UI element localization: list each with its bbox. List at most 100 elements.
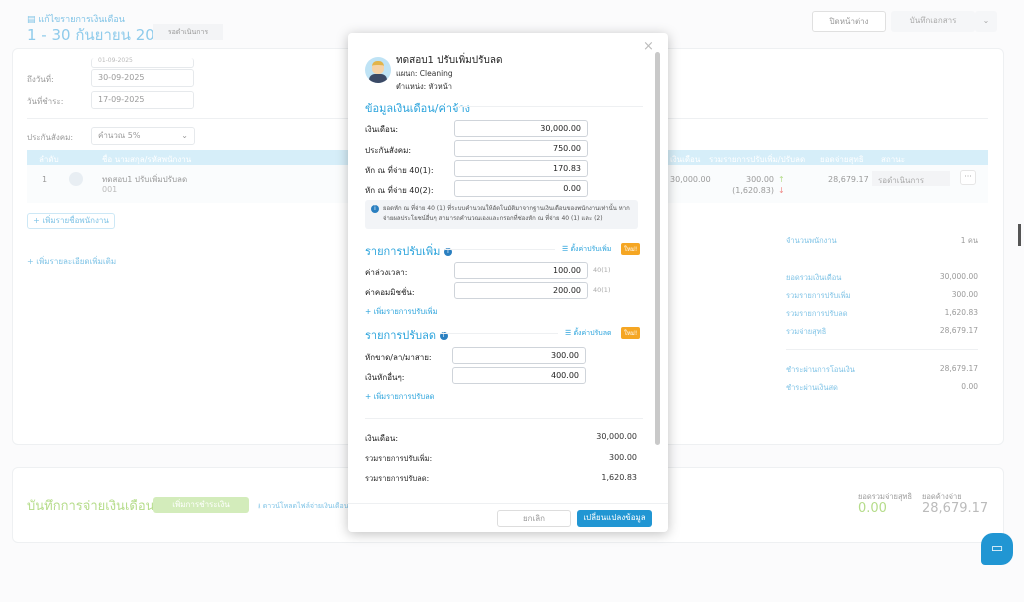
other-deduction-input[interactable]: 400.00 bbox=[452, 367, 586, 384]
row-number: 1 bbox=[42, 175, 48, 184]
divider bbox=[440, 333, 558, 334]
save-document-button[interactable]: บันทึกเอกสาร bbox=[891, 11, 975, 32]
close-icon[interactable]: × bbox=[643, 39, 654, 54]
save-dropdown-chevron-icon[interactable]: ⌄ bbox=[975, 11, 997, 32]
avatar bbox=[69, 172, 83, 186]
link-text: ตั้งค่าปรับเพิ่ม bbox=[570, 245, 612, 253]
cancel-button[interactable]: ยกเลิก bbox=[497, 510, 571, 527]
social-security-select[interactable]: คำนวณ 5% ⌄ bbox=[91, 127, 195, 145]
due-value: 28,679.17 bbox=[922, 501, 989, 516]
col-header: ลำดับ bbox=[39, 155, 59, 164]
overtime-input[interactable]: 100.00 bbox=[454, 262, 588, 279]
total-label: เงินเดือน: bbox=[365, 434, 399, 443]
divider bbox=[786, 349, 978, 350]
social-security-input[interactable]: 750.00 bbox=[454, 140, 588, 157]
salary-section-title: ข้อมูลเงินเดือน/ค่าจ้าง bbox=[365, 102, 471, 115]
footer-divider bbox=[348, 503, 668, 504]
section-text: รายการปรับลด bbox=[365, 329, 437, 342]
subtitle-text: แก้ไขรายการเงินเดือน bbox=[38, 15, 125, 25]
absence-deduction-input[interactable]: 300.00 bbox=[452, 347, 586, 364]
select-value: คำนวณ 5% bbox=[98, 131, 141, 140]
submit-button[interactable]: เปลี่ยนแปลงข้อมูล bbox=[577, 510, 652, 527]
modal-scrollbar[interactable] bbox=[655, 52, 660, 445]
info-icon: i bbox=[371, 205, 379, 213]
page-title: 1 - 30 กันยายน 2025 bbox=[27, 26, 174, 44]
add-deduction-link[interactable]: + เพิ่มรายการปรับลด bbox=[365, 392, 435, 401]
social-security-label: ประกันสังคม: bbox=[27, 133, 74, 142]
net-total-value: 0.00 bbox=[858, 501, 887, 516]
field-label: ค่าคอมมิชชั่น: bbox=[365, 288, 415, 297]
info-icon[interactable]: i bbox=[443, 248, 452, 256]
add-section-title: รายการปรับเพิ่ม i bbox=[365, 242, 452, 260]
summary-value: 28,679.17 bbox=[939, 326, 978, 335]
summary-label: รวมจ่ายสุทธิ bbox=[786, 327, 827, 336]
edit-salary-modal: × ทดสอบ1 ปรับเพิ่มปรับลด แผนก: Cleaning … bbox=[348, 33, 668, 532]
page-scrollbar[interactable] bbox=[1018, 224, 1021, 246]
field-label: หักขาด/ลา/มาสาย: bbox=[365, 353, 432, 362]
employee-name: ทดสอบ1 ปรับเพิ่มปรับลด bbox=[396, 55, 503, 66]
tax-tag: 40(1) bbox=[593, 286, 611, 294]
start-date-input[interactable]: 01-09-2025 bbox=[91, 58, 194, 68]
withholding-40-2-input[interactable]: 0.00 bbox=[454, 180, 588, 197]
pay-date-input[interactable]: 17-09-2025 bbox=[91, 91, 194, 109]
end-date-input[interactable]: 30-09-2025 bbox=[91, 69, 194, 87]
add-settings-link[interactable]: ☰ ตั้งค่าปรับเพิ่ม bbox=[562, 244, 611, 255]
net-cell: 28,679.17 bbox=[828, 175, 869, 184]
summary-value: 28,679.17 bbox=[939, 364, 978, 373]
field-label: เงินเดือน: bbox=[365, 125, 399, 134]
status-badge: รอดำเนินการ bbox=[153, 24, 223, 40]
due-label: ยอดค้างจ่าย bbox=[922, 492, 962, 501]
tax-tag: 40(1) bbox=[593, 266, 611, 274]
section-text: รายการปรับเพิ่ม bbox=[365, 245, 441, 258]
new-badge: ใหม่! bbox=[621, 243, 641, 255]
summary-label: ชำระผ่านเงินสด bbox=[786, 383, 838, 392]
more-options-icon[interactable]: ··· bbox=[960, 170, 976, 185]
payment-title: บันทึกการจ่ายเงินเดือน bbox=[27, 499, 155, 514]
add-employee-button[interactable]: + เพิ่มรายชื่อพนักงาน bbox=[27, 213, 115, 229]
total-value: 30,000.00 bbox=[596, 432, 637, 441]
department: แผนก: Cleaning bbox=[396, 69, 453, 78]
summary-value: 1,620.83 bbox=[944, 308, 978, 317]
total-label: รวมรายการปรับเพิ่ม: bbox=[365, 454, 433, 463]
summary-value: 30,000.00 bbox=[939, 272, 978, 281]
pay-date-label: วันที่ชำระ: bbox=[27, 97, 64, 106]
summary-label: รวมรายการปรับเพิ่ม bbox=[786, 291, 851, 300]
col-header: ยอดจ่ายสุทธิ bbox=[820, 155, 864, 164]
arrow-down-icon: ↓ bbox=[778, 186, 785, 195]
field-label: เงินหักอื่นๆ: bbox=[365, 373, 405, 382]
add-addition-link[interactable]: + เพิ่มรายการปรับเพิ่ม bbox=[365, 307, 438, 316]
new-badge: ใหม่! bbox=[621, 327, 641, 339]
field-label: หัก ณ ที่จ่าย 40(1): bbox=[365, 166, 434, 175]
divider bbox=[445, 249, 555, 250]
salary-input[interactable]: 30,000.00 bbox=[454, 120, 588, 137]
close-window-button[interactable]: ปิดหน้าต่าง bbox=[812, 11, 886, 32]
info-box: i ยอดหัก ณ ที่จ่าย 40 (1) ที่ระบบคำนวณให… bbox=[365, 200, 638, 229]
chat-icon[interactable]: ▭ bbox=[981, 533, 1013, 565]
arrow-up-icon: ↑ bbox=[778, 175, 785, 184]
info-text: ยอดหัก ณ ที่จ่าย 40 (1) ที่ระบบคำนวณให้อ… bbox=[383, 205, 630, 222]
add-payment-button[interactable]: เพิ่มการชำระเงิน bbox=[153, 497, 249, 513]
download-link[interactable]: ⭳ ดาวน์โหลดไฟล์จ่ายเงินเดือน bbox=[258, 502, 349, 510]
employee-count-label: จำนวนพนักงาน bbox=[786, 236, 837, 245]
row-status: รอดำเนินการ bbox=[872, 171, 950, 186]
deduct-section-title: รายการปรับลด i bbox=[365, 326, 448, 344]
commission-input[interactable]: 200.00 bbox=[454, 282, 588, 299]
link-text: ตั้งค่าปรับลด bbox=[573, 329, 612, 337]
deduct-settings-link[interactable]: ☰ ตั้งค่าปรับลด bbox=[565, 328, 612, 339]
summary-label: ยอดรวมเงินเดือน bbox=[786, 273, 842, 282]
divider bbox=[365, 418, 643, 419]
col-header: สถานะ bbox=[881, 155, 905, 164]
page-subtitle: ▤ แก้ไขรายการเงินเดือน bbox=[27, 15, 125, 25]
field-label: หัก ณ ที่จ่าย 40(2): bbox=[365, 186, 434, 195]
col-header: ชื่อ นามสกุล/รหัสพนักงาน bbox=[102, 155, 192, 164]
add-details-link[interactable]: + เพิ่มรายละเอียดเพิ่มเติม bbox=[27, 257, 117, 266]
position: ตำแหน่ง: หัวหน้า bbox=[396, 82, 452, 91]
employee-name: ทดสอบ1 ปรับเพิ่มปรับลด bbox=[102, 175, 188, 184]
add-cell: 300.00 bbox=[746, 175, 774, 184]
divider bbox=[455, 106, 643, 107]
col-header: เงินเดือน bbox=[670, 155, 701, 164]
employee-count: 1 คน bbox=[960, 236, 978, 245]
summary-label: ชำระผ่านการโอนเงิน bbox=[786, 365, 855, 374]
withholding-40-1-input[interactable]: 170.83 bbox=[454, 160, 588, 177]
info-icon[interactable]: i bbox=[439, 332, 448, 340]
